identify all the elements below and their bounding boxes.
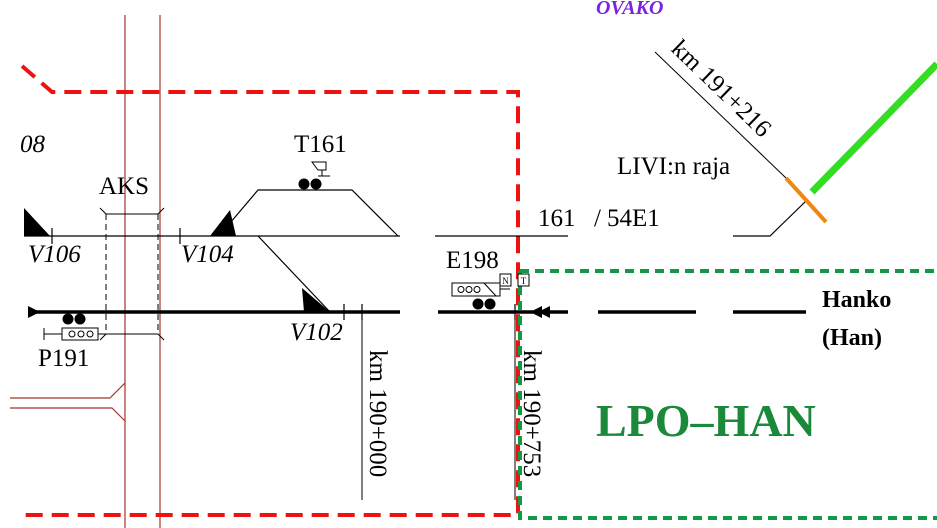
p191-label: P191 [38,345,89,372]
upper-track [24,189,807,313]
e198-signal [451,282,510,310]
aks-box [99,207,165,341]
v106-label: V106 [28,241,81,268]
han-label: (Han) [822,325,882,351]
km-190753-label: km 190+753 [518,350,545,477]
region-label: LPO–HAN [596,395,816,446]
livi-green-line [809,61,937,195]
v102-label: V102 [290,319,343,346]
aks-label: AKS [99,173,149,200]
track-end-arrow [530,306,542,318]
green-boundary [518,269,937,520]
p191-signal [43,313,154,341]
livi-km-line [654,51,787,179]
svg-text:N: N [502,276,509,286]
red-boundary [20,64,520,517]
livi-label: LIVI:n raja [617,153,730,180]
main-track-ticks [343,304,516,320]
switch-v104-triangle [210,210,236,236]
km-190000-label: km 190+000 [364,350,391,477]
switch-v102-triangle [302,288,330,312]
road-lines [10,15,161,528]
slash-label: / [594,205,601,232]
km-livi-label: km 191+216 [666,35,776,143]
sign-t: T [517,273,530,287]
t161-signal [298,161,330,190]
v104-label: V104 [181,241,234,268]
svg-text:T: T [521,276,527,286]
sign-n: N [499,273,512,287]
e198-label: E198 [446,247,499,274]
track-start-arrow [28,306,40,318]
switch-v106-triangle [24,208,50,236]
t161-label: T161 [294,131,347,158]
header-label: OVAKO [596,0,663,19]
track-end-arrow-2 [538,306,550,318]
rail-54e1-label: 54E1 [607,205,660,232]
line-number-label: 08 [20,131,46,158]
track-161-label: 161 [538,205,576,232]
hanko-label: Hanko [822,287,891,313]
livi-orange-line [784,176,828,224]
